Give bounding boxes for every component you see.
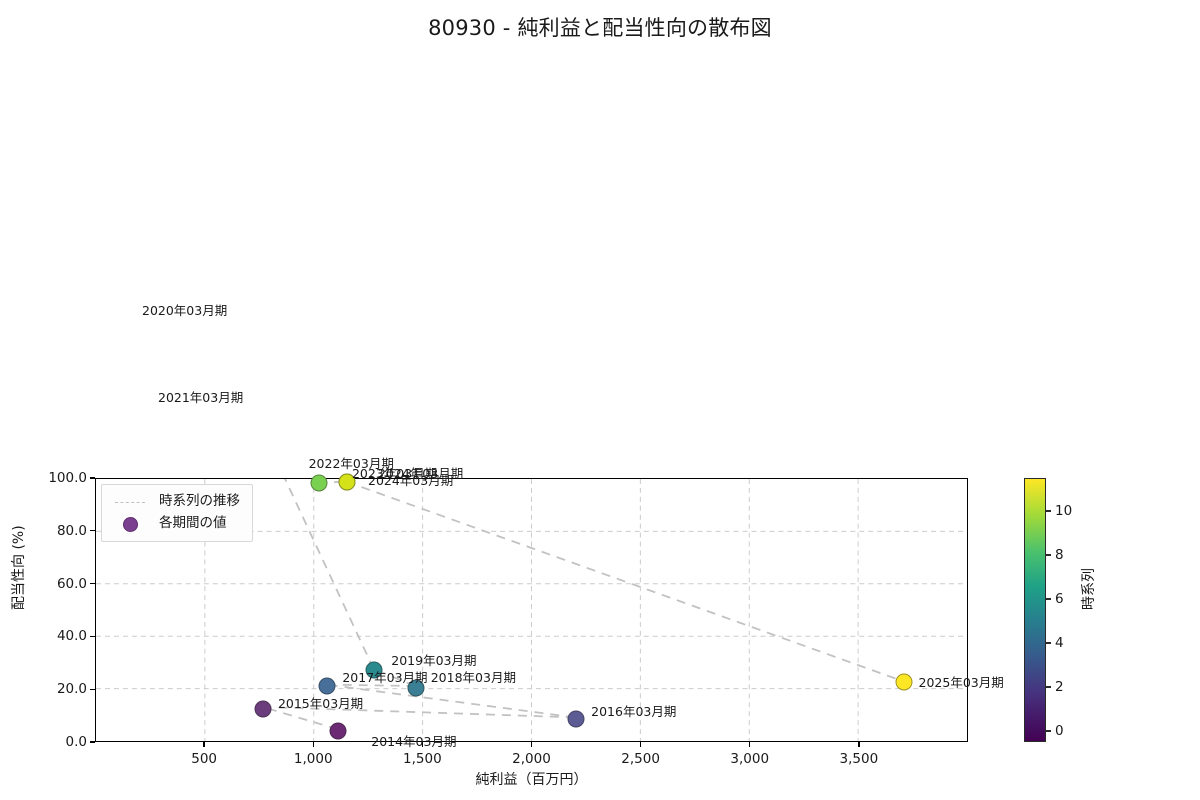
colorbar-tick-label: 10 [1055,503,1073,519]
data-point[interactable] [895,673,913,691]
point-label: 2024年03月期 [377,465,464,481]
y-tick-label: 80.0 [56,522,87,539]
y-tick-mark [90,477,95,479]
chart-title: 80930 - 純利益と配当性向の散布図 [428,16,772,40]
colorbar-tick-mark [1046,510,1051,512]
y-tick-label: 0.0 [65,734,87,750]
x-tick-label: 500 [191,751,218,767]
legend: 時系列の推移 各期間の値 [101,484,253,542]
colorbar-tick-label: 8 [1055,547,1064,563]
x-tick-label: 2,500 [621,751,660,767]
x-tick-label: 3,500 [839,751,879,767]
legend-label-values: 各期間の値 [159,515,227,532]
point-label: 2024年03月期 [368,473,454,488]
x-tick-mark [203,742,205,747]
x-tick-mark [858,742,860,747]
point-label: 2022年03月期 [308,455,394,471]
x-tick-mark [749,742,751,747]
y-tick-label: 100.0 [48,470,87,486]
colorbar-label: 時系列 [1081,568,1097,610]
x-tick-label: 1,500 [403,751,442,767]
y-tick-label: 40.0 [56,628,87,645]
legend-label-trend: 時系列の推移 [159,493,240,510]
y-tick-mark [90,741,95,743]
point-label: 2025年03月期 [918,675,1004,691]
data-point[interactable] [318,677,336,695]
colorbar-tick-label: 4 [1055,635,1064,651]
y-tick-label: 20.0 [56,681,87,698]
y-tick-mark [90,688,95,690]
data-point[interactable] [407,679,425,697]
offscreen-point-label: 2020年03月期 [142,303,228,318]
point-label: 2016年03月期 [591,704,677,720]
colorbar-tick-mark [1046,598,1051,600]
colorbar-tick-mark [1046,686,1051,688]
point-label: 2014年03月期 [371,734,457,750]
y-tick-mark [90,530,95,532]
data-point[interactable] [338,473,356,491]
x-tick-mark [639,742,642,747]
colorbar-tick-mark [1046,554,1051,556]
legend-item-trend: 時系列の推移 [110,491,240,513]
point-label: 2017年03月期 [342,670,428,686]
data-point[interactable] [567,710,585,728]
point-label: 2019年03月期 [391,653,477,669]
point-label: 2023年03月期 [351,465,438,481]
colorbar-tick-label: 2 [1055,679,1064,695]
y-tick-mark [90,582,95,585]
x-tick-label: 1,000 [293,751,333,767]
x-axis-label: 純利益（百万円） [475,772,588,788]
offscreen-point-label: 2021年03月期 [158,390,244,405]
colorbar-gradient [1024,478,1046,742]
colorbar-tick-label: 6 [1055,591,1064,607]
point-label: 2018年03月期 [430,669,516,685]
colorbar-tick-label: 0 [1055,723,1064,739]
data-point[interactable] [365,661,383,679]
x-tick-label: 3,000 [730,751,770,767]
legend-item-values: 各期間の値 [110,513,240,535]
x-tick-mark [530,742,533,747]
data-point[interactable] [254,700,272,718]
circle-marker-icon [110,516,150,532]
x-tick-label: 2,000 [512,751,551,767]
y-tick-label: 60.0 [56,575,87,592]
y-tick-mark [90,635,95,638]
point-label: 2015年03月期 [277,695,364,711]
data-point[interactable] [310,474,328,492]
data-points-layer [96,473,967,741]
colorbar: 0 2 4 6 8 10 [1024,478,1072,742]
data-point[interactable] [329,722,347,740]
x-tick-mark [312,742,314,747]
x-tick-mark [421,742,424,747]
dashed-line-icon [110,501,150,503]
colorbar-tick-mark [1046,642,1051,644]
colorbar-tick-mark [1046,730,1051,732]
